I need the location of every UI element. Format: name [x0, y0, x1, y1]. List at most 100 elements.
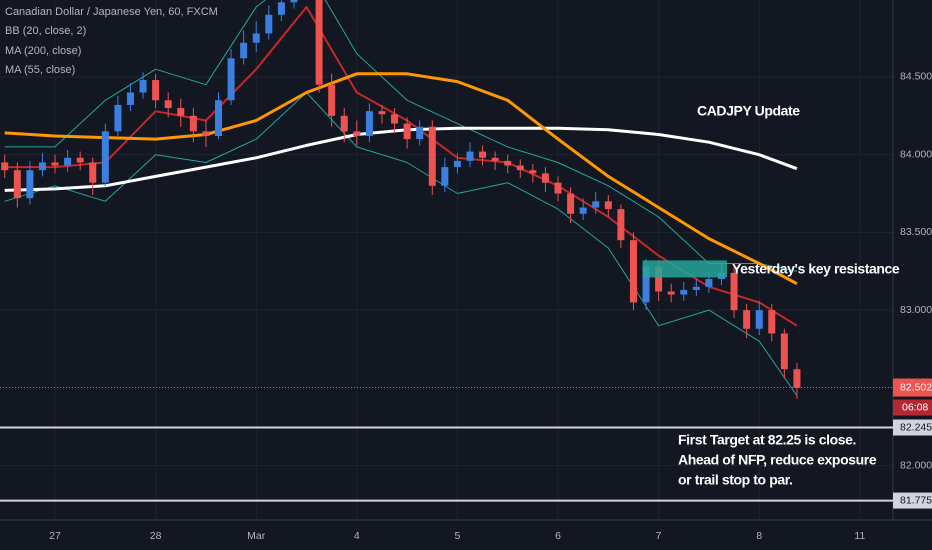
- candle-body: [793, 369, 801, 388]
- x-tick-label: 6: [555, 530, 561, 542]
- candle-body: [592, 201, 600, 208]
- x-tick-label: Mar: [247, 530, 266, 542]
- y-tick-label: 83.000: [900, 304, 932, 316]
- candle-body: [340, 115, 348, 132]
- axes: 84.500 84.000 83.500 83.000 82.000 27 28 Mar 4 5 6…: [49, 71, 932, 542]
- candle-body: [453, 160, 461, 168]
- candle-body: [126, 92, 134, 105]
- candle-body: [353, 131, 361, 137]
- candle-body: [1, 162, 9, 171]
- candle-body: [114, 104, 122, 132]
- y-tick-label: 84.500: [900, 71, 932, 83]
- note-line: Ahead of NFP, reduce exposure: [678, 452, 877, 468]
- candle-body: [202, 131, 210, 137]
- candle-body: [479, 151, 487, 158]
- candle-body: [428, 126, 436, 186]
- candle-body: [177, 108, 185, 116]
- note-line: or trail stop to par.: [678, 472, 793, 488]
- level-badge: [893, 492, 932, 509]
- candle-body: [780, 333, 788, 370]
- candle-body: [214, 100, 222, 137]
- candle-body: [13, 170, 21, 199]
- candle-body: [655, 266, 663, 292]
- candle-body: [315, 0, 323, 85]
- x-tick-label: 7: [656, 530, 662, 542]
- candle-body: [265, 14, 273, 34]
- candle-body: [403, 123, 411, 140]
- candle-body: [76, 157, 84, 163]
- candle-body: [64, 157, 72, 166]
- x-tick-label: 4: [354, 530, 360, 542]
- candle-body: [692, 286, 700, 290]
- legend-entry: MA (55, close): [5, 64, 75, 76]
- candle-body: [252, 33, 260, 43]
- level-badge: [893, 419, 932, 436]
- candle-body: [755, 310, 763, 329]
- candle-body: [516, 165, 524, 171]
- candle-body: [378, 111, 386, 115]
- candle-body: [629, 240, 637, 303]
- candle-body: [240, 42, 248, 59]
- annotation: CADJPY Update: [697, 103, 800, 119]
- legend-entry: BB (20, close, 2): [5, 25, 86, 37]
- candle-body: [416, 126, 424, 140]
- candle-body: [391, 114, 399, 124]
- candle-body: [466, 151, 474, 161]
- candle-body: [743, 310, 751, 329]
- last-price-label: 82.502: [900, 381, 932, 393]
- x-tick-label: 11: [854, 530, 865, 542]
- y-tick-label: 84.000: [900, 148, 932, 160]
- level-label: 81.775: [900, 494, 932, 506]
- candle-body: [642, 266, 650, 303]
- candle-body: [579, 207, 587, 214]
- candle-body: [680, 289, 688, 295]
- candle-body: [277, 2, 285, 15]
- x-tick-label: 28: [150, 530, 162, 542]
- candle-body: [541, 173, 549, 183]
- candle-body: [89, 162, 97, 183]
- chart-title: Canadian Dollar / Japanese Yen, 60, FXCM: [5, 6, 218, 18]
- plot-area: [1, 0, 801, 399]
- x-tick-label: 27: [49, 530, 61, 542]
- candle-body: [617, 209, 625, 241]
- countdown-label: 06:08: [902, 401, 928, 413]
- candle-body: [290, 0, 298, 3]
- resistance-zone: [642, 260, 728, 278]
- candle-body: [554, 182, 562, 194]
- candle-body: [26, 170, 34, 199]
- candle-body: [164, 100, 172, 109]
- candle-body: [567, 193, 575, 214]
- y-tick-label: 83.500: [900, 226, 932, 238]
- candle-body: [101, 131, 109, 183]
- countdown-badge: [893, 399, 932, 416]
- note-line: First Target at 82.25 is close.: [678, 432, 856, 448]
- bb-upper: [4, 0, 798, 272]
- candle-body: [441, 167, 449, 186]
- moving-average: [4, 72, 798, 286]
- candle-body: [529, 170, 537, 174]
- candle-body: [51, 162, 59, 166]
- candle-body: [768, 310, 776, 334]
- y-tick-label: 82.000: [900, 459, 932, 471]
- level-label: 82.245: [900, 421, 932, 433]
- legend-entry: MA (200, close): [5, 45, 81, 57]
- candle-body: [730, 272, 738, 311]
- candle-body: [705, 279, 713, 287]
- bb-lower: [4, 92, 798, 396]
- x-tick-label: 5: [454, 530, 460, 542]
- candle-body: [139, 80, 147, 93]
- candle-body: [189, 115, 197, 132]
- candle-body: [152, 80, 160, 101]
- zone-label: Yesterday's key resistance: [732, 261, 900, 277]
- candle-body: [667, 291, 675, 295]
- candle-body: [504, 160, 512, 166]
- candle-body: [38, 162, 46, 171]
- x-tick-label: 8: [756, 530, 762, 542]
- candle-body: [491, 157, 499, 161]
- candle-body: [227, 58, 235, 101]
- last-price-badge: [893, 378, 932, 397]
- candle-body: [604, 201, 612, 210]
- candle-body: [365, 111, 373, 137]
- grid: [0, 0, 893, 520]
